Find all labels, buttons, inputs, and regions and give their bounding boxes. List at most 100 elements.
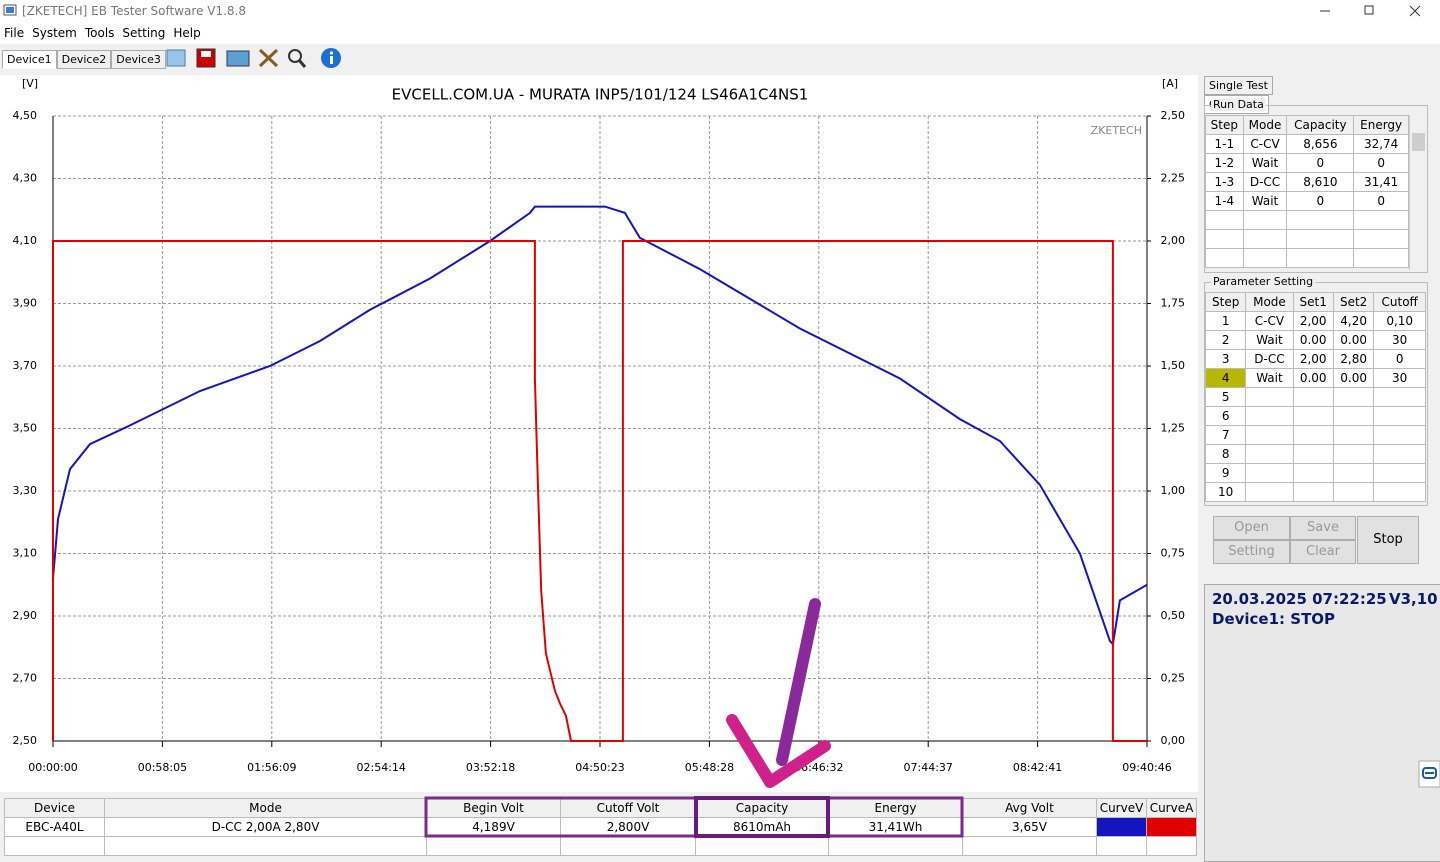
header-cell: Energy <box>1353 115 1409 135</box>
table-cell: 0.00 <box>1332 368 1375 388</box>
table-cell: C-CV <box>1242 134 1288 154</box>
table-cell: 0,10 <box>1373 311 1426 331</box>
empty-row <box>4 836 1197 856</box>
table-cell <box>1286 248 1355 268</box>
table-cell <box>1245 463 1294 483</box>
x-tick-label: 06:46:32 <box>794 761 843 774</box>
run-data-table: Step Mode Capacity Energy 1-1 C-CV 8,656 32,74 1… <box>1205 115 1409 268</box>
table-cell <box>1292 387 1334 407</box>
table-cell: EBC-A40L <box>4 817 105 837</box>
group-label: Run Data <box>1211 98 1266 111</box>
app-icon <box>3 4 17 16</box>
chart: EVCELL.COM.UA - MURATA INP5/101/124 LS46… <box>0 75 1198 792</box>
table-row: 1-1 C-CV 8,656 32,74 <box>1205 134 1409 154</box>
table-cell: 7 <box>1204 425 1247 445</box>
table-row: 2 Wait 0.00 0.00 30 <box>1204 330 1426 350</box>
x-tick-label: 00:00:00 <box>28 761 77 774</box>
y2-axis-label: [A] <box>1162 77 1178 90</box>
table-row: 10 <box>1204 482 1426 502</box>
y-tick-label: 3,50 <box>13 422 38 435</box>
y2-tick-label: 2,50 <box>1161 109 1186 122</box>
table-cell: D-CC 2,00A 2,80V <box>104 817 427 837</box>
menu-item[interactable]: Tools <box>84 26 115 40</box>
y-tick-label: 2,90 <box>13 609 38 622</box>
legend-label: CurveV <box>1096 798 1147 818</box>
save-button[interactable]: Save <box>1290 516 1356 540</box>
table-row: 8 <box>1204 444 1426 464</box>
window-controls[interactable] <box>1300 0 1440 22</box>
stop-button[interactable]: Stop <box>1357 516 1419 564</box>
legend-swatch <box>1146 817 1197 837</box>
header-cell: Capacity <box>695 798 829 818</box>
header-cell: Set1 <box>1292 292 1334 312</box>
device-tab[interactable]: Device2 <box>56 50 112 69</box>
y2-tick-label: 1,00 <box>1161 484 1186 497</box>
header-cell: Begin Volt <box>426 798 561 818</box>
table-row: 1 C-CV 2,00 4,20 0,10 <box>1204 311 1426 331</box>
side-tabs: Single TestCycle Test <box>1204 76 1334 114</box>
table-cell: 2,80 <box>1332 349 1375 369</box>
device-tab[interactable]: Device1 <box>2 50 57 69</box>
table-row: 1-4 Wait 0 0 <box>1205 191 1409 211</box>
table-cell <box>1353 210 1409 230</box>
table-cell: 2 <box>1204 330 1247 350</box>
y2-tick-label: 0,50 <box>1161 609 1186 622</box>
table-cell: 0 <box>1286 153 1355 173</box>
table-row: 3 D-CC 2,00 2,80 0 <box>1204 349 1426 369</box>
header-cell: Energy <box>828 798 963 818</box>
table-cell <box>1332 425 1375 445</box>
table-cell: 0.00 <box>1292 368 1334 388</box>
window-title: [ZKETECH] EB Tester Software V1.8.8 <box>22 4 247 18</box>
table-cell <box>1373 463 1426 483</box>
table-cell <box>828 836 963 856</box>
toolbar[interactable] <box>165 46 345 72</box>
table-cell: 2,800V <box>560 817 696 837</box>
table-row: 7 <box>1204 425 1426 445</box>
scrollbar[interactable] <box>1409 115 1427 270</box>
header-cell: Cutoff <box>1373 292 1426 312</box>
side-icon[interactable] <box>1418 760 1440 788</box>
menu-item[interactable]: File <box>4 26 25 40</box>
table-cell <box>695 836 829 856</box>
table-cell <box>962 836 1097 856</box>
table-cell <box>1353 248 1409 268</box>
clear-button[interactable]: Clear <box>1290 540 1356 564</box>
legend-label: CurveA <box>1146 798 1197 818</box>
table-cell <box>1245 444 1294 464</box>
open-button[interactable]: Open <box>1213 516 1290 540</box>
table-cell <box>1292 406 1334 426</box>
side-tab[interactable]: Single Test <box>1204 76 1273 95</box>
y2-tick-label: 2,00 <box>1161 234 1186 247</box>
menu-item[interactable]: Setting <box>122 26 166 40</box>
table-cell: 9 <box>1204 463 1247 483</box>
table-cell <box>1242 229 1288 249</box>
table-cell: 8 <box>1204 444 1247 464</box>
parameter-table: Step Mode Set1 Set2 Cutoff 1 C-CV 2,00 4,20 0,10 2… <box>1204 292 1426 502</box>
x-tick-label: 09:40:46 <box>1122 761 1171 774</box>
table-cell: 30 <box>1373 368 1426 388</box>
menu-item[interactable]: Help <box>173 26 201 40</box>
table-row: 4 Wait 0.00 0.00 30 <box>1204 368 1426 388</box>
table-cell <box>4 836 105 856</box>
header-cell: Step <box>1205 115 1244 135</box>
table-cell <box>1332 387 1375 407</box>
table-cell: 0 <box>1373 349 1426 369</box>
summary-table: Device Mode Begin Volt Cutoff Volt Capacity E… <box>4 798 1197 856</box>
header-cell: Avg Volt <box>962 798 1097 818</box>
setting-button[interactable]: Setting <box>1213 540 1290 564</box>
device-tab[interactable]: Device3 <box>111 50 166 69</box>
x-tick-label: 01:56:09 <box>247 761 296 774</box>
table-cell: 8,656 <box>1286 134 1355 154</box>
table-cell <box>1286 229 1355 249</box>
y-tick-label: 3,10 <box>13 547 38 560</box>
menu-item[interactable]: System <box>32 26 77 40</box>
table-cell: 5 <box>1204 387 1247 407</box>
table-cell <box>1242 210 1288 230</box>
table-cell <box>1205 248 1244 268</box>
header-cell: Mode <box>1242 115 1288 135</box>
x-tick-label: 04:50:23 <box>575 761 624 774</box>
header-cell: Set2 <box>1332 292 1375 312</box>
x-tick-label: 08:42:41 <box>1013 761 1062 774</box>
y-tick-label: 3,70 <box>13 359 38 372</box>
y-tick-label: 2,50 <box>13 734 38 747</box>
